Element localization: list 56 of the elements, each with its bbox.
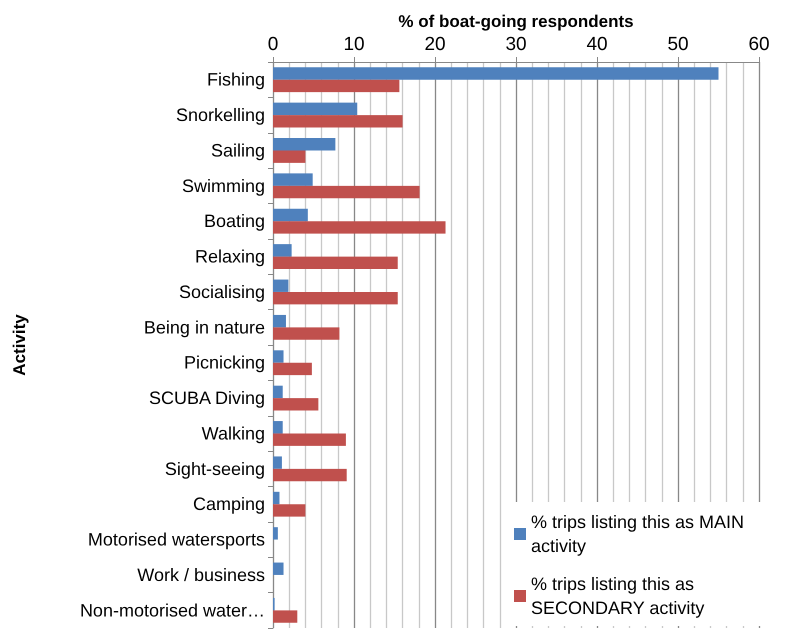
bar	[273, 504, 306, 517]
y-tick-label: Non-motorised water…	[80, 600, 265, 620]
bar	[273, 362, 312, 376]
bar	[273, 186, 420, 198]
y-tick-label: SCUBA Diving	[148, 388, 265, 408]
bar	[273, 280, 288, 292]
y-tick-label: Camping	[192, 494, 265, 514]
y-tick-label: Boating	[204, 211, 265, 232]
bar	[273, 492, 280, 504]
bar	[273, 527, 278, 540]
y-tick-label: Fishing	[206, 70, 265, 90]
bar	[273, 138, 336, 150]
bar	[273, 80, 400, 92]
bar	[273, 421, 283, 434]
y-tick-label: Picnicking	[184, 352, 265, 373]
bar	[273, 256, 398, 269]
y-tick-label: Work / business	[137, 564, 265, 585]
bar	[273, 314, 286, 328]
y-tick-label: Relaxing	[194, 246, 265, 267]
legend-label: % trips listing this as SECONDARY activity	[531, 574, 704, 618]
bar	[273, 67, 718, 80]
y-tick-label: Snorkelling	[176, 105, 265, 126]
bar	[273, 610, 298, 623]
y-tick-label: Walking	[202, 423, 265, 444]
y-tick-label: Motorised watersports	[88, 530, 265, 550]
x-axis-title: % of boat-going respondents	[398, 12, 634, 32]
bar	[273, 386, 283, 398]
bar	[273, 102, 358, 116]
bar	[273, 150, 306, 163]
bar	[273, 292, 398, 304]
y-tick-label: Socialising	[178, 282, 265, 302]
bar	[273, 173, 313, 186]
bar	[273, 221, 446, 234]
bar	[273, 433, 346, 446]
bar	[273, 115, 403, 128]
y-tick-label: Sight-seeing	[164, 458, 265, 479]
bar	[273, 456, 282, 469]
bar	[273, 350, 284, 363]
x-tick-label: 0	[268, 34, 278, 55]
bar	[273, 562, 284, 575]
y-tick-label: Sailing	[210, 140, 265, 160]
x-tick-label: 30	[505, 34, 527, 55]
x-tick-label: 40	[586, 34, 608, 55]
x-tick-label: 20	[424, 34, 446, 55]
bar	[273, 468, 347, 482]
x-tick-label: 10	[343, 34, 365, 55]
bar	[273, 244, 292, 257]
legend-label: % trips listing this as MAIN activity	[531, 512, 750, 556]
x-tick-label: 60	[748, 34, 770, 55]
bar	[273, 327, 340, 340]
x-tick-label: 50	[667, 34, 689, 55]
y-tick-label: Being in nature	[144, 317, 265, 338]
bar	[273, 398, 318, 410]
y-tick-label: Swimming	[182, 176, 265, 196]
y-axis-title: Activity	[10, 314, 29, 376]
bar	[273, 208, 308, 222]
